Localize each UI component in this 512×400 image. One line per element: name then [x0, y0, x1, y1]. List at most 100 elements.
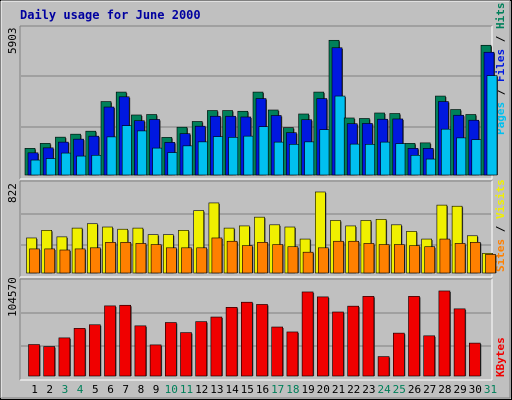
x-tick-label: 9: [153, 383, 160, 396]
x-tick-label: 14: [225, 383, 239, 396]
y-max-label-middle: 822: [6, 183, 19, 203]
bar-kbytes: [134, 325, 147, 377]
bar-sites: [29, 248, 40, 274]
x-tick-label: 23: [362, 383, 375, 396]
bar-kbytes: [468, 342, 481, 377]
bar-sites: [424, 246, 436, 274]
bar-kbytes: [104, 305, 116, 377]
x-tick-label: 25: [393, 383, 406, 396]
y-max-label-bottom: 104570: [6, 277, 19, 317]
bar-pages: [349, 143, 361, 176]
x-tick-label: 2: [46, 383, 53, 396]
bar-sites: [257, 242, 268, 274]
x-tick-label: 24: [377, 383, 391, 396]
bar-pages: [30, 159, 42, 176]
bar-pages: [197, 141, 209, 176]
bar-sites: [393, 244, 405, 274]
bar-sites: [211, 237, 223, 274]
x-tick-label: 17: [271, 383, 284, 396]
bar-kbytes: [332, 311, 344, 377]
x-axis-day-labels: 1 2 3 4 5 6 7 8 9 10 11 12 13 14 15 16 17 18 19 20 21 22 23 24 2…: [31, 383, 497, 396]
bar-kbytes: [241, 301, 253, 377]
bar-pages: [76, 155, 87, 176]
bar-kbytes: [73, 328, 86, 377]
bar-kbytes: [438, 290, 451, 377]
x-tick-label: 18: [286, 383, 299, 396]
bar-pages: [486, 75, 498, 176]
bar-kbytes: [225, 307, 238, 377]
bar-pages: [304, 141, 315, 176]
bar-pages: [365, 144, 376, 176]
x-tick-label: 31: [484, 383, 497, 396]
bars-visits-sites: [26, 191, 497, 274]
x-tick-label: 11: [180, 383, 193, 396]
bar-kbytes: [316, 296, 329, 377]
bar-kbytes: [347, 305, 360, 377]
x-tick-label: 3: [62, 383, 69, 396]
legend-sites-label: Sites: [494, 239, 507, 272]
bar-pages: [441, 128, 452, 176]
bar-kbytes: [210, 316, 223, 377]
bar-pages: [243, 135, 255, 176]
bar-pages: [380, 141, 391, 176]
bar-kbytes: [195, 321, 207, 377]
bar-sites: [287, 246, 299, 274]
x-tick-label: 15: [241, 383, 254, 396]
bar-kbytes: [271, 326, 284, 377]
x-tick-label: 12: [195, 383, 208, 396]
bar-sites: [242, 245, 253, 274]
x-tick-label: 6: [107, 383, 114, 396]
bar-pages: [334, 95, 346, 176]
legend-visits-label: Visits: [494, 179, 507, 219]
bar-pages: [213, 136, 224, 176]
bar-pages: [273, 141, 285, 176]
x-tick-label: 1: [31, 383, 38, 396]
x-tick-label: 22: [347, 383, 360, 396]
bar-pages: [258, 126, 270, 176]
bar-sites: [333, 240, 344, 274]
bar-kbytes: [119, 304, 131, 377]
bar-sites: [317, 247, 329, 274]
legend-bottom: KBytes: [494, 337, 507, 377]
bar-kbytes: [149, 344, 162, 377]
legend-separator: /: [494, 29, 507, 49]
bar-sites: [44, 248, 56, 274]
legend-hits-label: Hits: [494, 3, 507, 30]
bar-sites: [150, 244, 162, 274]
x-tick-label: 29: [453, 383, 466, 396]
bar-pages: [137, 130, 148, 176]
bar-pages: [228, 137, 239, 176]
x-tick-label: 27: [423, 383, 436, 396]
bar-pages: [167, 152, 179, 176]
bar-kbytes: [377, 356, 390, 377]
bar-kbytes: [392, 332, 405, 377]
x-tick-label: 8: [138, 383, 145, 396]
bar-sites: [74, 248, 86, 274]
legend-middle: Sites / Visits: [494, 179, 507, 272]
x-tick-label: 28: [438, 383, 451, 396]
bar-kbytes: [286, 331, 299, 377]
x-tick-label: 26: [408, 383, 421, 396]
bar-kbytes: [362, 296, 375, 377]
bar-sites: [302, 251, 314, 274]
bar-kbytes: [180, 332, 192, 377]
x-tick-label: 20: [317, 383, 330, 396]
legend-files-label: Files: [494, 49, 507, 82]
bars-hits-files-pages: [24, 39, 498, 176]
bar-sites: [135, 243, 147, 274]
bar-pages: [456, 137, 467, 176]
bar-sites: [59, 249, 71, 274]
x-tick-label: 13: [210, 383, 223, 396]
bar-sites: [348, 240, 360, 274]
bar-kbytes: [256, 304, 268, 377]
bar-pages: [471, 139, 483, 176]
x-tick-label: 4: [77, 383, 84, 396]
bar-sites: [120, 242, 131, 274]
bar-kbytes: [165, 322, 177, 377]
bar-kbytes: [301, 291, 314, 377]
bar-sites: [272, 244, 284, 274]
bar-pages: [410, 155, 422, 176]
bar-sites: [485, 254, 496, 274]
bar-pages: [425, 158, 437, 176]
